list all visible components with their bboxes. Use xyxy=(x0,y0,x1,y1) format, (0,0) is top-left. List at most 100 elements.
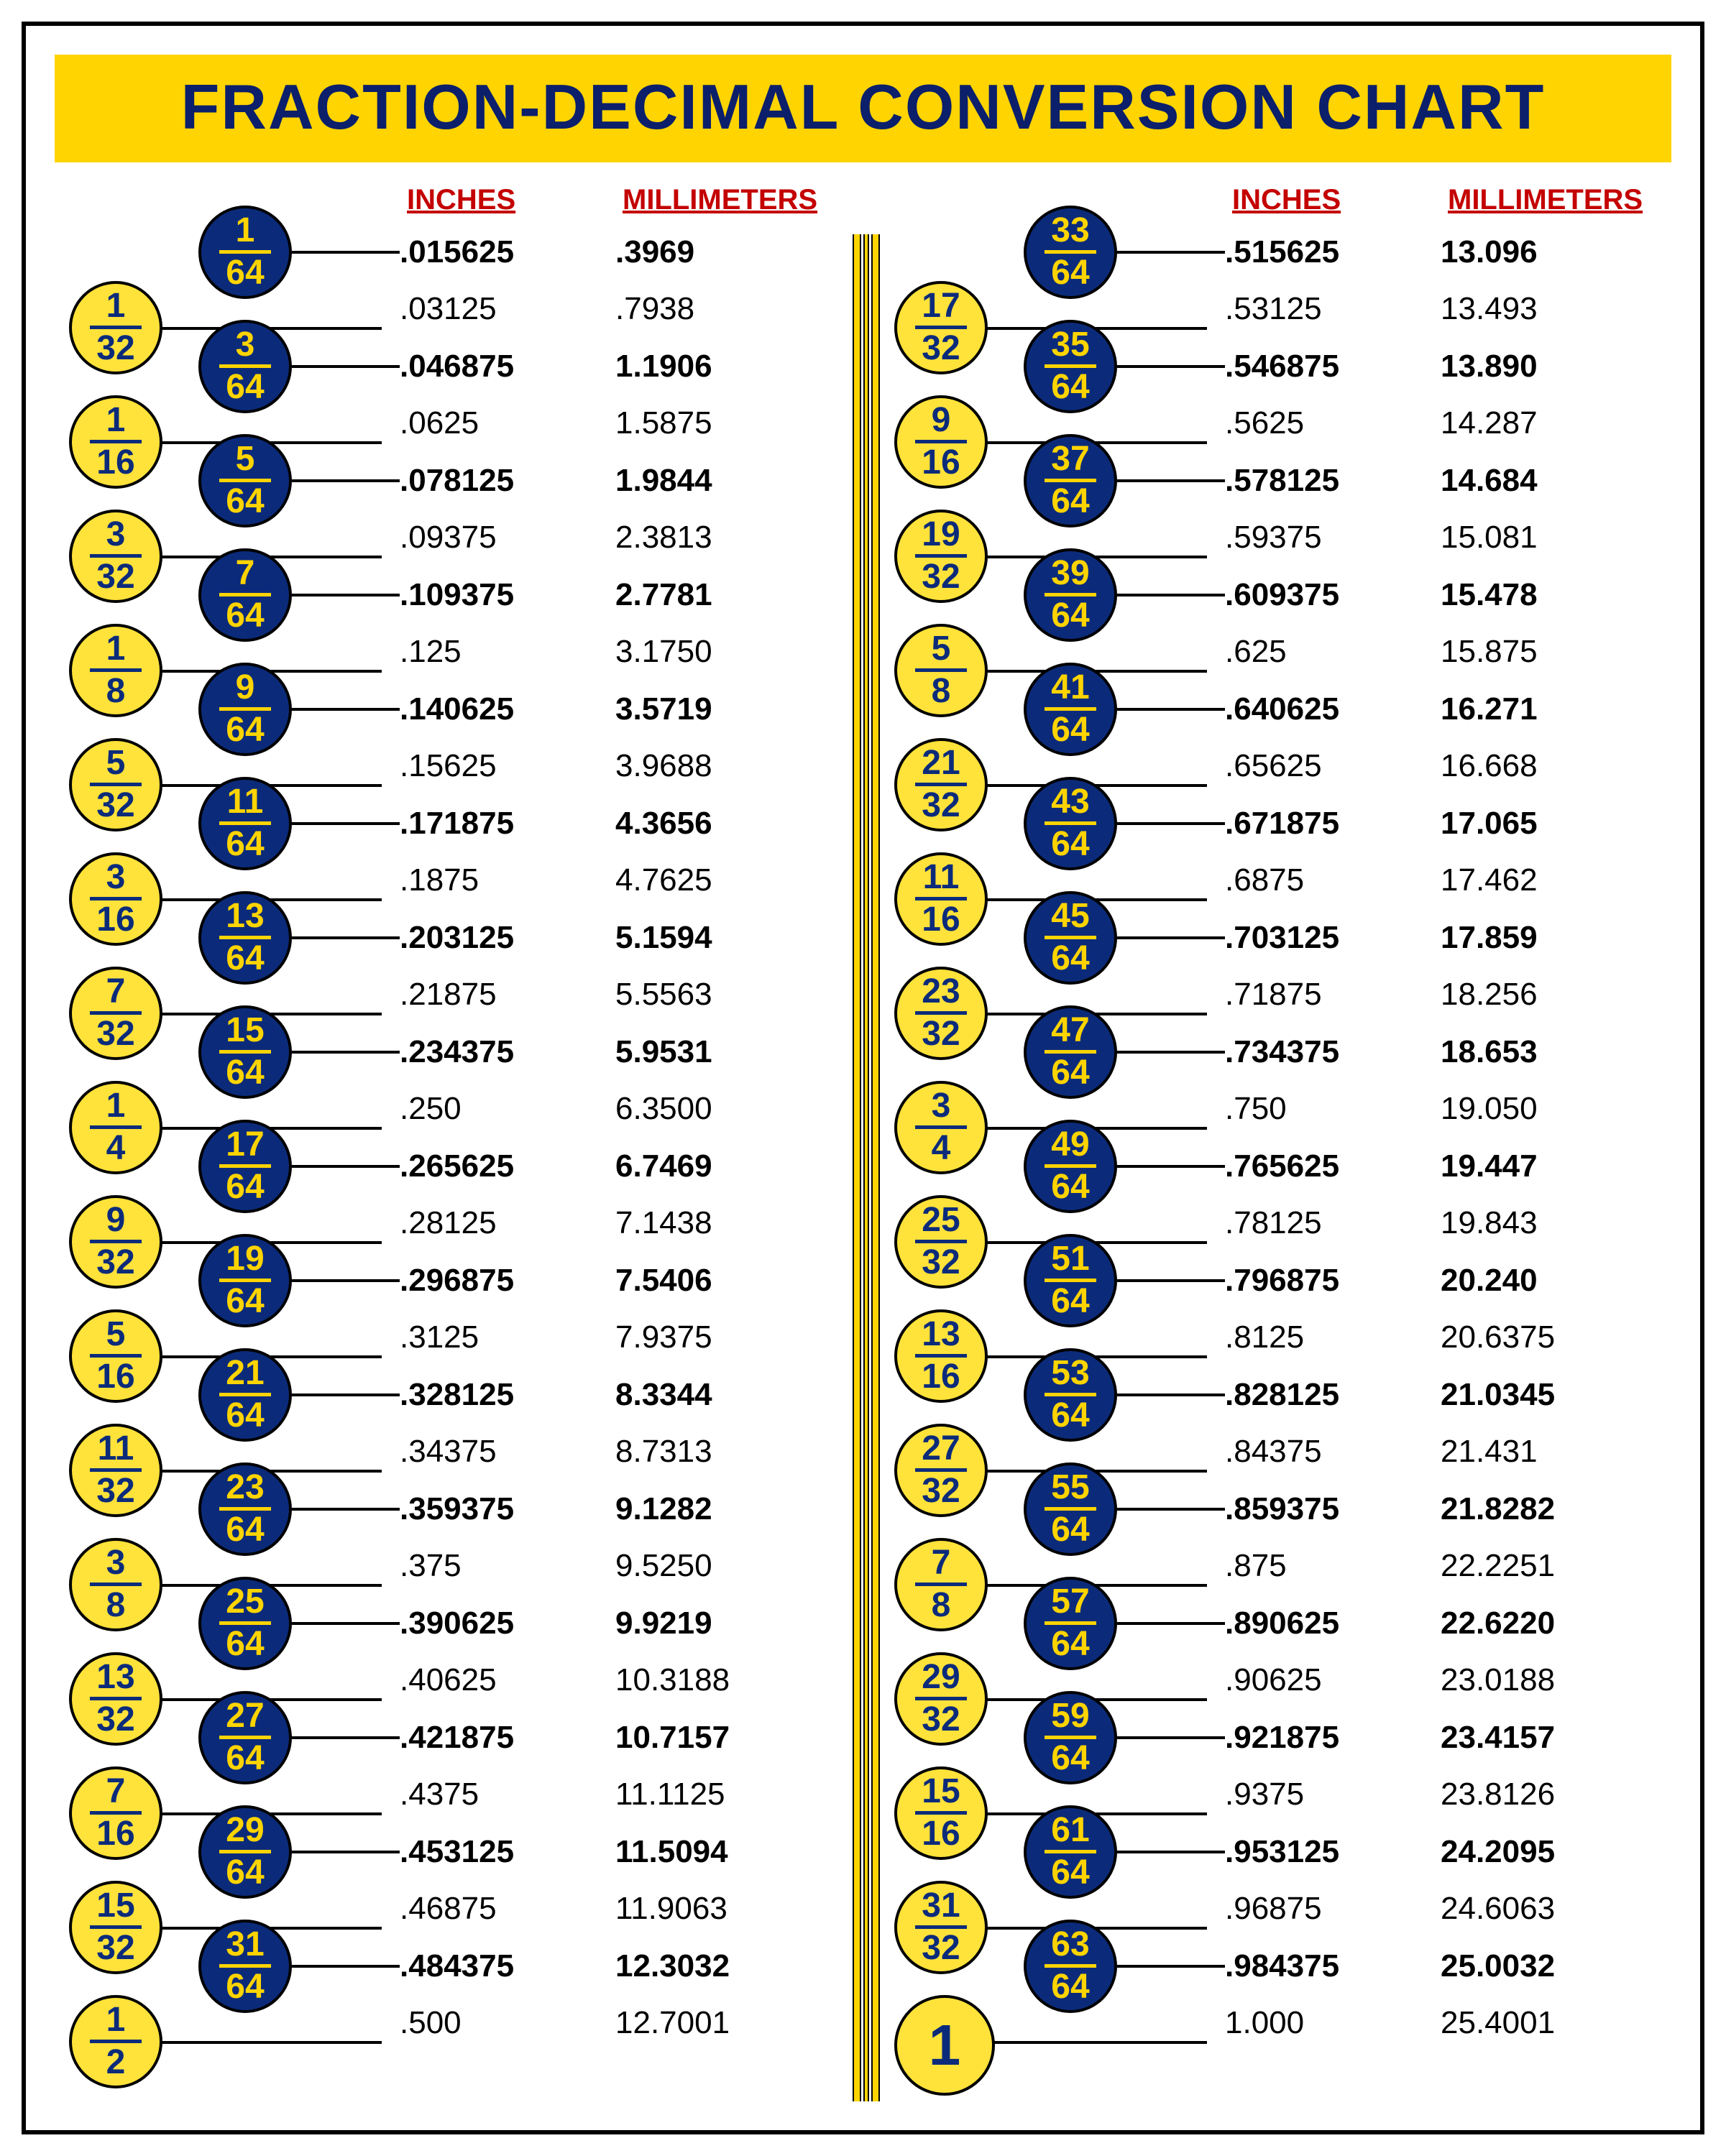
fraction-64-circle: 164 xyxy=(198,206,292,299)
connector-line xyxy=(1117,1051,1225,1054)
value-inches: .28125 xyxy=(400,1205,615,1241)
fraction-denominator: 64 xyxy=(226,1284,264,1319)
fraction-reduced-circle: 916 xyxy=(894,395,988,489)
value-millimeters: 10.3188 xyxy=(615,1662,831,1698)
fraction-denominator: 32 xyxy=(96,1703,134,1737)
zone-near: 5164 xyxy=(1009,1252,1139,1309)
zone-far: 2132 xyxy=(894,738,1009,796)
fraction-denominator: 16 xyxy=(96,446,134,480)
fraction-numerator: 39 xyxy=(1051,556,1089,591)
fraction-numerator: 3 xyxy=(932,1089,951,1123)
fraction-reduced-circle: 2732 xyxy=(894,1424,988,1517)
fraction-reduced-circle: 12 xyxy=(69,1995,162,2088)
value-inches: .90625 xyxy=(1225,1662,1441,1698)
fraction-64-circle: 1164 xyxy=(198,777,292,870)
fraction-numerator: 11 xyxy=(923,860,960,895)
header-inches: INCHES xyxy=(407,184,623,216)
fraction-bar xyxy=(219,1736,271,1739)
fraction-numerator: 1 xyxy=(106,403,126,438)
table-row: 532.156253.9688 xyxy=(69,738,838,796)
table-row: 2964.45312511.5094 xyxy=(69,1823,838,1881)
fraction-reduced-circle: 316 xyxy=(69,852,162,946)
fraction-reduced-circle: 1732 xyxy=(894,281,988,374)
fraction-bar xyxy=(1045,1850,1096,1853)
fraction-denominator: 32 xyxy=(96,1474,134,1508)
connector-line xyxy=(292,1622,400,1625)
fraction-64-circle: 1564 xyxy=(198,1005,292,1099)
fraction-64-circle: 4564 xyxy=(1024,891,1117,985)
zone-near: 5964 xyxy=(1009,1709,1139,1766)
connector-line xyxy=(292,1165,400,1168)
zone-far: 116 xyxy=(69,395,184,453)
zone-near: 2364 xyxy=(184,1480,313,1538)
fraction-numerator: 3 xyxy=(236,328,255,362)
value-inches: .375 xyxy=(400,1548,615,1584)
fraction-whole: 1 xyxy=(929,2017,961,2074)
fraction-numerator: 29 xyxy=(226,1813,264,1848)
fraction-denominator: 32 xyxy=(922,560,960,594)
fraction-denominator: 64 xyxy=(1051,1856,1089,1890)
table-row: 11.00025.4001 xyxy=(894,1995,1663,2053)
value-millimeters: 18.653 xyxy=(1441,1034,1656,1070)
fraction-numerator: 27 xyxy=(922,1432,960,1466)
fraction-64-circle: 564 xyxy=(198,434,292,528)
fraction-bar xyxy=(219,1393,271,1396)
fraction-denominator: 64 xyxy=(226,1513,264,1547)
fraction-reduced-circle: 532 xyxy=(69,738,162,831)
value-millimeters: 22.2251 xyxy=(1441,1548,1656,1584)
zone-near: 1964 xyxy=(184,1252,313,1309)
zone-far: 532 xyxy=(69,738,184,796)
value-inches: .921875 xyxy=(1225,1720,1441,1756)
fraction-numerator: 1 xyxy=(106,632,126,666)
fraction-bar xyxy=(1045,1279,1096,1282)
value-inches: .359375 xyxy=(400,1491,615,1527)
value-inches: .234375 xyxy=(400,1034,615,1070)
fraction-reduced-circle: 2532 xyxy=(894,1195,988,1289)
value-inches: .625 xyxy=(1225,634,1441,670)
value-millimeters: 21.8282 xyxy=(1441,1491,1656,1527)
fraction-denominator: 16 xyxy=(922,903,960,937)
value-millimeters: 20.240 xyxy=(1441,1263,1656,1299)
fraction-denominator: 64 xyxy=(1051,1513,1089,1547)
value-millimeters: 5.5563 xyxy=(615,977,831,1013)
table-row: 732.218755.5563 xyxy=(69,967,838,1024)
value-millimeters: 13.493 xyxy=(1441,291,1656,327)
header-millimeters: MILLIMETERS xyxy=(1448,184,1663,216)
value-inches: .703125 xyxy=(1225,920,1441,956)
fraction-numerator: 7 xyxy=(236,556,255,591)
zone-far: 3132 xyxy=(894,1881,1009,1938)
fraction-numerator: 63 xyxy=(1051,1927,1089,1962)
value-inches: .5625 xyxy=(1225,405,1441,441)
table-row: 132.03125.7938 xyxy=(69,281,838,338)
fraction-numerator: 5 xyxy=(106,746,126,780)
value-millimeters: 11.5094 xyxy=(615,1834,831,1870)
zone-far: 1332 xyxy=(69,1652,184,1710)
value-inches: .875 xyxy=(1225,1548,1441,1584)
fraction-numerator: 41 xyxy=(1051,671,1089,705)
fraction-denominator: 64 xyxy=(226,484,264,519)
connector-line xyxy=(292,479,400,482)
value-inches: .984375 xyxy=(1225,1948,1441,1984)
zone-near: 2564 xyxy=(184,1595,313,1652)
zone-near: 4964 xyxy=(1009,1138,1139,1195)
fraction-numerator: 27 xyxy=(226,1699,264,1733)
fraction-denominator: 32 xyxy=(96,1245,134,1280)
fraction-reduced-circle: 2932 xyxy=(894,1652,988,1746)
fraction-denominator: 4 xyxy=(106,1131,126,1166)
fraction-reduced-circle: 18 xyxy=(69,624,162,717)
table-row: 1732.5312513.493 xyxy=(894,281,1663,338)
fraction-denominator: 16 xyxy=(922,1817,960,1851)
fraction-numerator: 21 xyxy=(226,1356,264,1391)
table-row: 332.093752.3813 xyxy=(69,510,838,567)
value-inches: .453125 xyxy=(400,1834,615,1870)
value-millimeters: 19.447 xyxy=(1441,1148,1656,1184)
fraction-64-circle: 364 xyxy=(198,320,292,413)
value-inches: .34375 xyxy=(400,1434,615,1470)
value-inches: .296875 xyxy=(400,1263,615,1299)
fraction-reduced-circle: 1532 xyxy=(69,1881,162,1974)
table-row: 1132.343758.7313 xyxy=(69,1424,838,1481)
fraction-denominator: 64 xyxy=(226,827,264,862)
fraction-bar xyxy=(219,1621,271,1625)
value-inches: .71875 xyxy=(1225,977,1441,1013)
fraction-denominator: 64 xyxy=(1051,1627,1089,1662)
